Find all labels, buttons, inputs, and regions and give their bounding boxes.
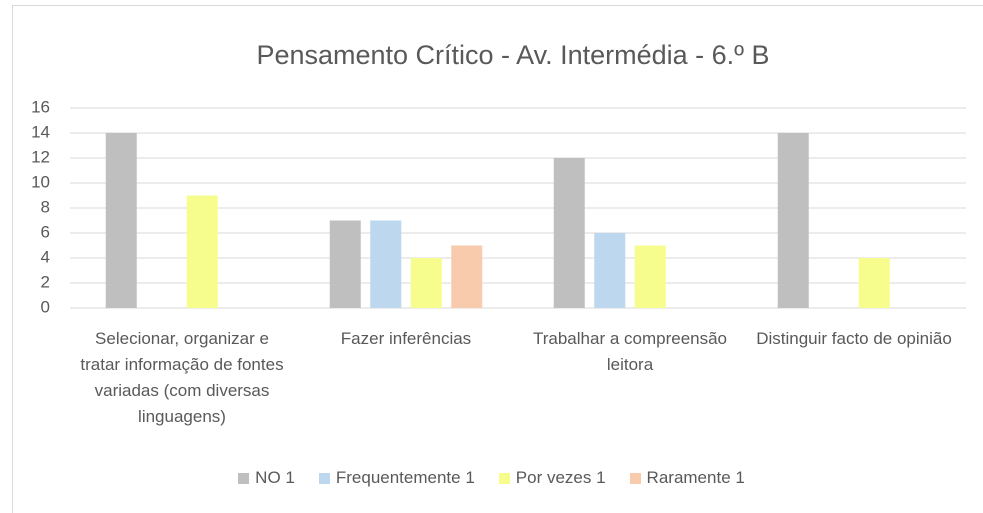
x-tick-label: Selecionar, organizar e tratar informaçã… bbox=[80, 329, 284, 426]
legend-item: Por vezes 1 bbox=[498, 468, 606, 488]
y-tick-label: 8 bbox=[41, 197, 50, 216]
legend-swatch bbox=[238, 472, 250, 484]
legend-item: NO 1 bbox=[238, 468, 295, 488]
bar bbox=[777, 133, 809, 308]
y-tick-label: 4 bbox=[41, 247, 50, 266]
x-tick-label: Distinguir facto de opinião bbox=[756, 329, 952, 348]
legend: NO 1 Frequentemente 1 Por vezes 1 Raramente… bbox=[0, 468, 983, 488]
bar bbox=[858, 258, 890, 308]
y-tick-label: 12 bbox=[31, 147, 50, 166]
bar bbox=[186, 195, 218, 308]
legend-label: NO 1 bbox=[255, 468, 295, 487]
bar bbox=[451, 245, 483, 308]
bar bbox=[370, 220, 402, 308]
bar bbox=[410, 258, 442, 308]
bar bbox=[329, 220, 361, 308]
chart-border bbox=[12, 5, 983, 513]
legend-label: Frequentemente 1 bbox=[335, 468, 475, 487]
bar bbox=[634, 245, 666, 308]
legend-swatch bbox=[629, 472, 641, 484]
chart-title: Pensamento Crítico - Av. Intermédia - 6.… bbox=[256, 40, 769, 70]
legend-item: Raramente 1 bbox=[629, 468, 745, 488]
legend-label: Por vezes 1 bbox=[515, 468, 606, 487]
legend-item: Frequentemente 1 bbox=[318, 468, 475, 488]
y-tick-label: 0 bbox=[41, 297, 50, 316]
legend-label: Raramente 1 bbox=[646, 468, 745, 487]
legend-swatch bbox=[498, 472, 510, 484]
bar bbox=[553, 158, 585, 308]
y-tick-label: 14 bbox=[31, 122, 50, 141]
y-tick-label: 2 bbox=[41, 272, 50, 291]
y-tick-label: 10 bbox=[31, 172, 50, 191]
y-tick-label: 16 bbox=[31, 97, 50, 116]
x-tick-label: Fazer inferências bbox=[340, 329, 472, 348]
y-tick-label: 6 bbox=[41, 222, 50, 241]
x-tick-label: Trabalhar a compreensão leitora bbox=[532, 329, 728, 374]
legend-swatch bbox=[318, 472, 330, 484]
bar bbox=[105, 133, 137, 308]
bar bbox=[594, 233, 626, 308]
